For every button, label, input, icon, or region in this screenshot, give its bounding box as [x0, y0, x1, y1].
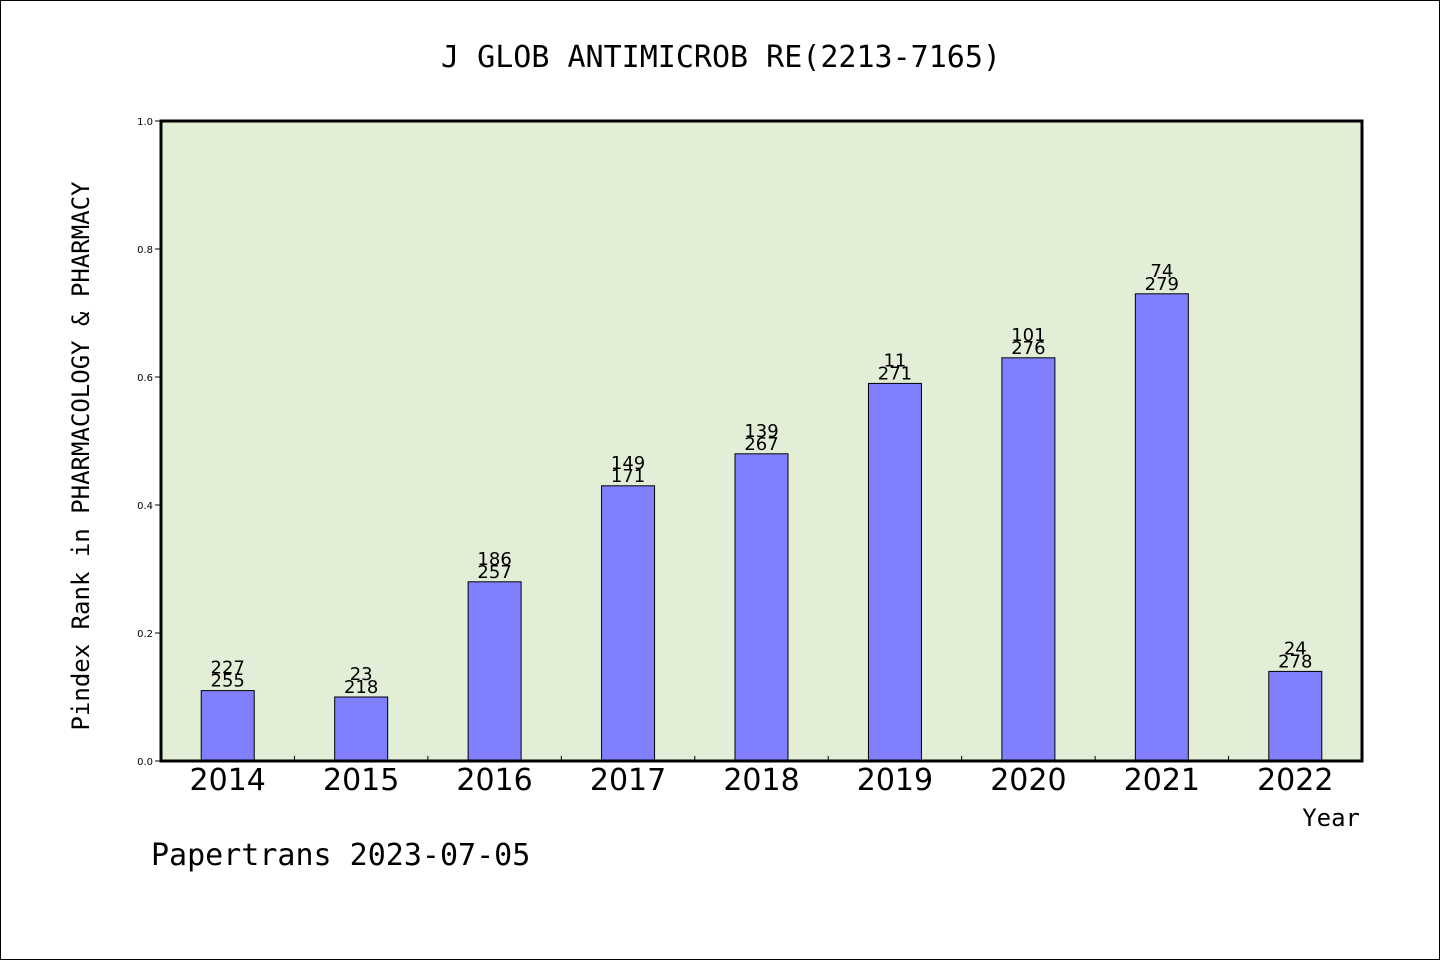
bar-2020	[1001, 357, 1056, 762]
rank-label: 139	[744, 421, 778, 442]
bar-2022	[1268, 670, 1323, 762]
rank-label: 74	[1150, 261, 1173, 282]
y-tick-label: 0.6	[137, 373, 153, 384]
total-label: 257	[477, 562, 511, 583]
bar-2015	[334, 696, 389, 762]
x-tick-label: 2016	[456, 763, 532, 798]
rank-label: 24	[1284, 638, 1307, 659]
total-label: 267	[744, 434, 778, 455]
bar-2017	[601, 485, 656, 762]
bar-2019	[867, 382, 922, 762]
total-label: 171	[611, 466, 645, 487]
rank-label: 101	[1011, 325, 1045, 346]
x-tick-label: 2014	[190, 763, 266, 798]
x-tick-label: 2022	[1257, 763, 1333, 798]
total-label: 255	[211, 671, 245, 692]
rank-label: 186	[477, 549, 511, 570]
x-axis: 2014 2015 2016 2017 2018 2019 2020 2021 2022	[190, 756, 1333, 798]
y-tick-label: 0.0	[137, 757, 153, 768]
y-tick-label: 1.0	[137, 117, 153, 128]
rank-label: 227	[211, 658, 245, 679]
x-tick-label: 2018	[723, 763, 799, 798]
y-axis-label: Pindex Rank in PHARMACOLOGY & PHARMACY	[67, 181, 95, 731]
footer-watermark: Papertrans 2023-07-05	[151, 838, 530, 873]
bars	[200, 293, 1323, 762]
x-axis-label: Year	[1302, 804, 1360, 832]
rank-label: 23	[350, 664, 373, 685]
bar-2014	[200, 690, 255, 762]
total-label: 271	[878, 363, 912, 384]
x-tick-label: 2015	[323, 763, 399, 798]
x-tick-label: 2021	[1124, 763, 1200, 798]
y-tick-label: 0.4	[137, 501, 153, 512]
total-label: 279	[1145, 274, 1179, 295]
plot-border	[159, 119, 1364, 763]
bar-2021	[1134, 293, 1189, 762]
x-tick-label: 2017	[590, 763, 666, 798]
rank-label: 11	[883, 350, 906, 371]
y-tick-label: 0.8	[137, 245, 153, 256]
total-label: 218	[344, 677, 378, 698]
bar-2018	[734, 453, 789, 762]
y-tick-label: 0.2	[137, 629, 153, 640]
total-label: 278	[1278, 651, 1312, 672]
total-label: 276	[1011, 338, 1045, 359]
rank-label: 149	[611, 453, 645, 474]
x-tick-label: 2020	[990, 763, 1066, 798]
x-tick-label: 2019	[857, 763, 933, 798]
y-axis: 0.0 0.2 0.4 0.6 0.8 1.0	[137, 117, 161, 768]
bar-2016	[467, 581, 522, 762]
chart-title: J GLOB ANTIMICROB RE(2213-7165)	[441, 40, 1001, 75]
